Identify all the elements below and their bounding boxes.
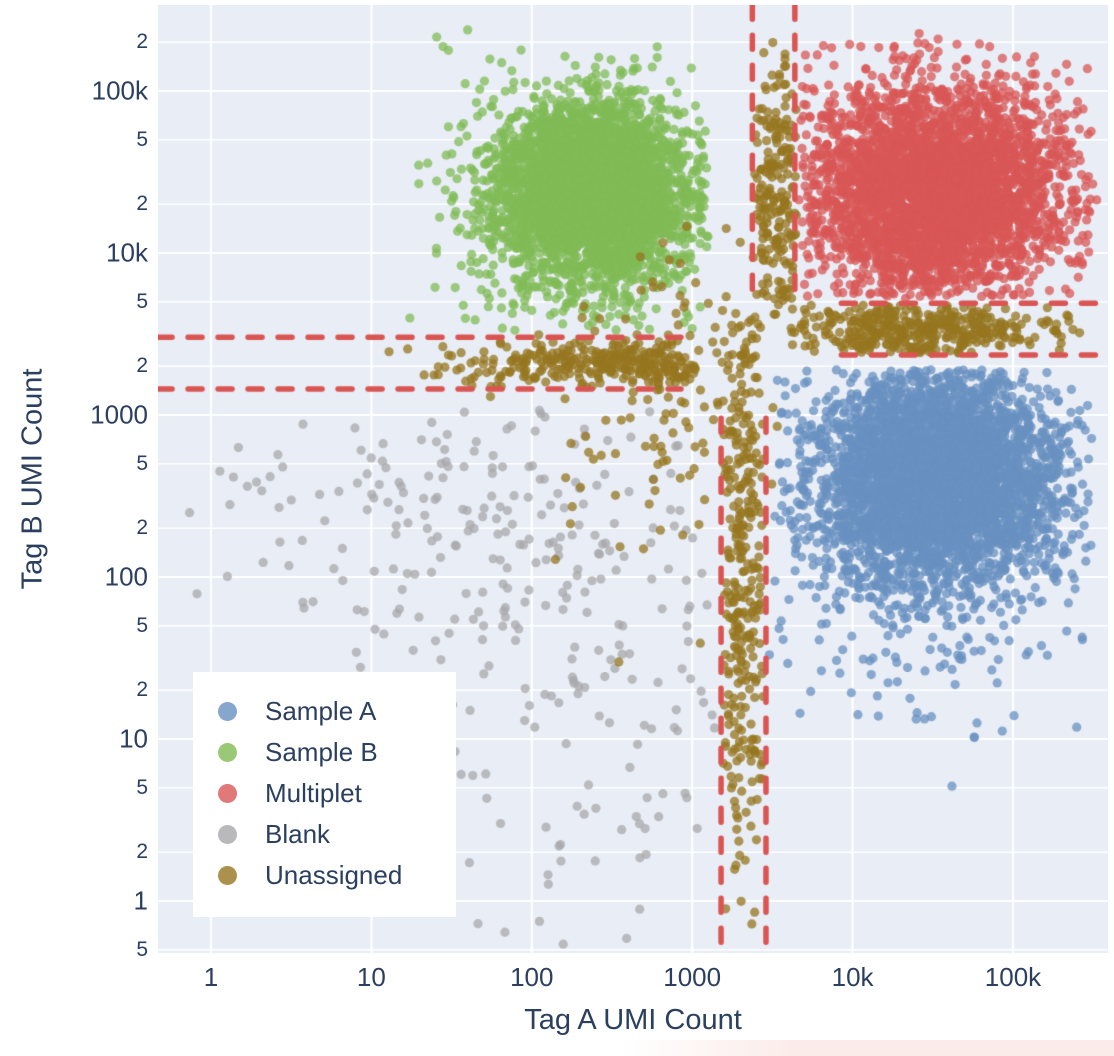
y-tick-label: 2 — [136, 354, 148, 378]
legend-marker-icon — [218, 784, 237, 803]
y-tick-label: 2 — [136, 516, 148, 540]
y-tick-label: 10 — [119, 723, 148, 754]
x-axis-title: Tag A UMI Count — [524, 1004, 742, 1036]
y-tick-label: 10k — [106, 237, 148, 268]
bottom-edge-highlight — [620, 1040, 1114, 1056]
y-tick-label: 5 — [136, 451, 148, 475]
y-tick-label: 5 — [136, 127, 148, 151]
legend-marker-icon — [218, 825, 237, 844]
y-tick-label: 2 — [136, 30, 148, 54]
y-tick-label: 5 — [136, 775, 148, 799]
legend-marker-icon — [218, 702, 237, 721]
legend-item-blank[interactable]: Blank — [218, 814, 456, 855]
y-tick-label: 2 — [136, 678, 148, 702]
y-tick-label: 100k — [91, 75, 148, 106]
legend-item-label: Sample A — [265, 696, 377, 726]
y-tick-label: 5 — [136, 613, 148, 637]
legend-item-sample-b[interactable]: Sample B — [218, 732, 456, 773]
x-tick-label: 1 — [203, 962, 219, 992]
y-axis-title: Tag B UMI Count — [16, 368, 49, 590]
y-tick-label: 5 — [136, 937, 148, 961]
legend-item-unassigned[interactable]: Unassigned — [218, 855, 456, 896]
y-tick-label: 1 — [133, 885, 148, 916]
y-tick-label: 5 — [136, 289, 148, 313]
x-tick-label: 100k — [984, 962, 1042, 992]
x-tick-label: 10 — [356, 962, 386, 992]
y-tick-label: 2 — [136, 192, 148, 216]
x-tick-label: 100 — [510, 962, 554, 992]
legend-item-label: Unassigned — [265, 860, 403, 890]
x-tick-label: 10k — [831, 962, 874, 992]
legend-marker-icon — [218, 866, 237, 885]
legend-item-sample-a[interactable]: Sample A — [218, 691, 456, 732]
legend-item-label: Sample B — [265, 737, 378, 767]
legend-item-label: Blank — [265, 819, 331, 849]
y-tick-label: 100 — [104, 561, 148, 592]
legend: Sample A Sample B Multiplet Blank Unassigned — [193, 672, 456, 917]
x-tick-label: 1000 — [663, 962, 722, 992]
y-tick-label: 2 — [136, 840, 148, 864]
legend-item-label: Multiplet — [265, 778, 362, 808]
legend-item-multiplet[interactable]: Multiplet — [218, 773, 456, 814]
legend-marker-icon — [218, 743, 237, 762]
y-tick-label: 1000 — [90, 399, 148, 430]
